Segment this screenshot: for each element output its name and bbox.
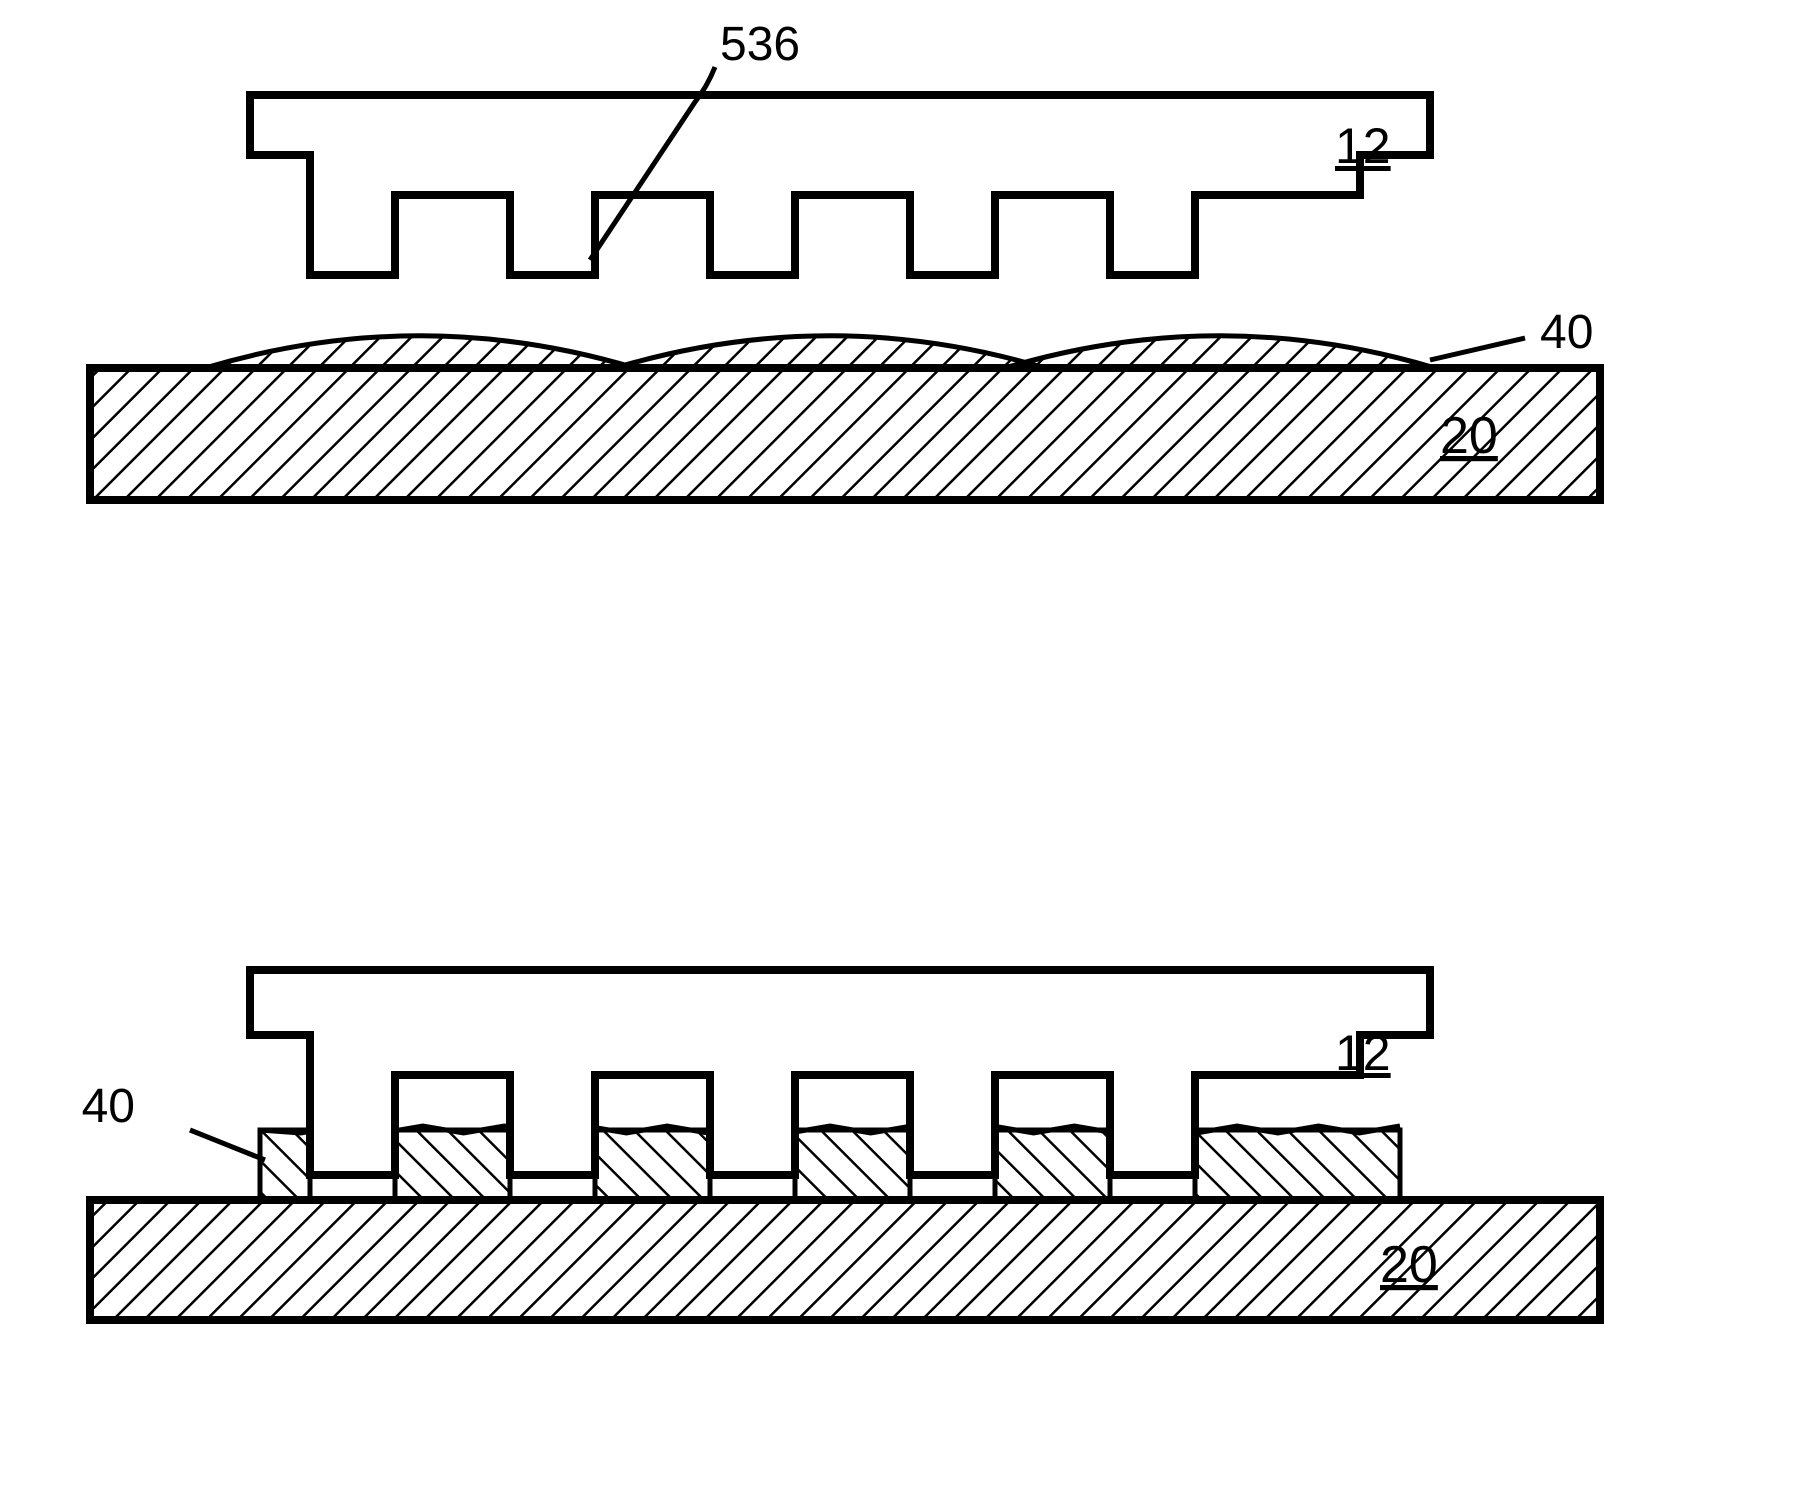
- bottom-substrate-label: 20: [1380, 1236, 1438, 1294]
- top-substrate: [90, 368, 1600, 500]
- top-mold: [250, 95, 1430, 275]
- callout-536-label: 536: [720, 18, 800, 71]
- top-substrate-label: 20: [1440, 407, 1498, 465]
- bottom-mold-label: 12: [1335, 1025, 1391, 1081]
- top-droplet-0: [205, 336, 635, 368]
- top-droplet-2: [1005, 336, 1435, 368]
- bottom-substrate: [90, 1200, 1600, 1320]
- top-mold-label: 12: [1335, 118, 1391, 174]
- top-droplet-label: 40: [1540, 306, 1593, 359]
- bottom-fill-layer: [260, 1130, 1400, 1200]
- bottom-fill-label: 40: [82, 1080, 135, 1133]
- top-droplet-1: [615, 336, 1045, 368]
